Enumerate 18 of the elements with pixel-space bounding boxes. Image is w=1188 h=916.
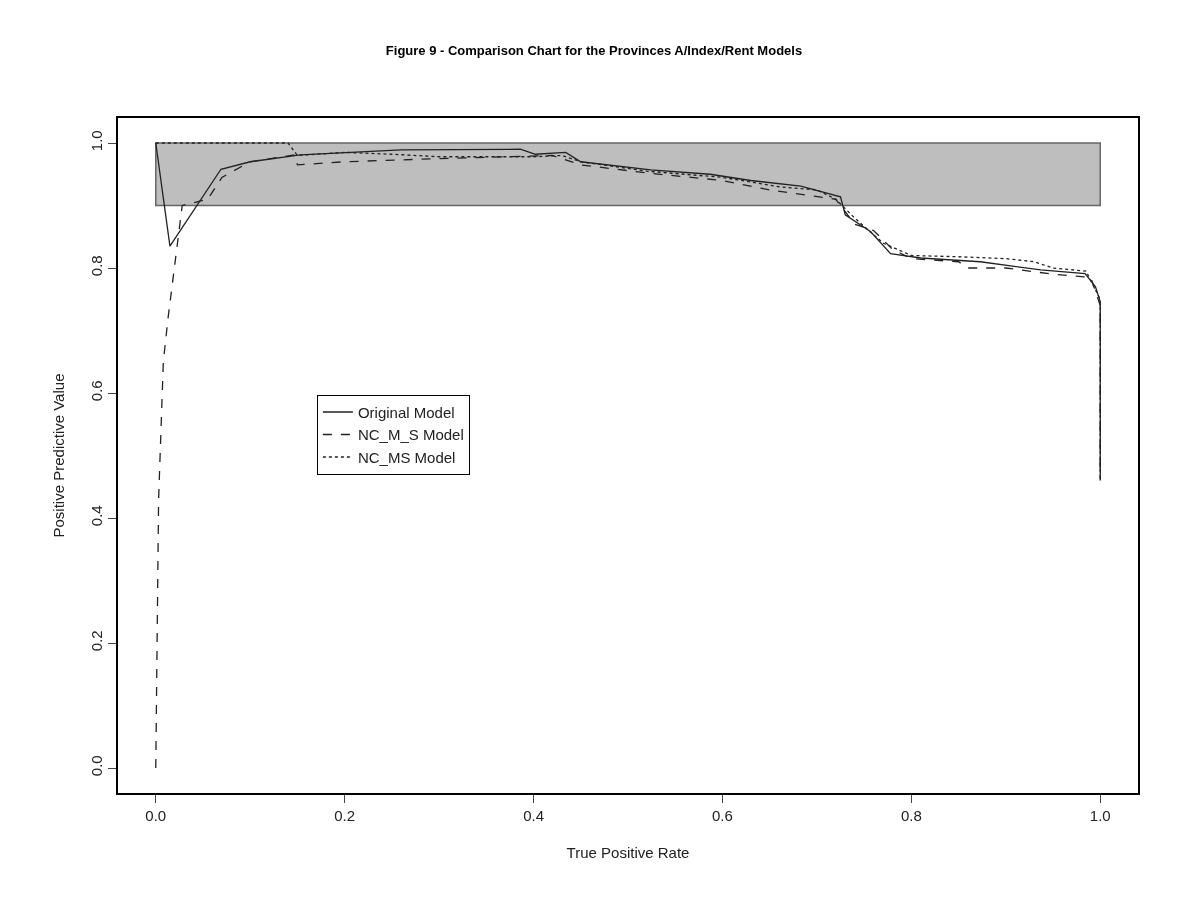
x-tick-label: 0.6 [712,806,733,824]
x-tick-label: 1.0 [1089,806,1111,824]
legend-label: NC_MS Model [357,448,456,466]
y-tick-label: 0.2 [88,630,106,652]
x-tick-label: 0.0 [145,806,167,824]
y-tick-label: 1.0 [88,130,106,152]
x-tick-label: 0.8 [900,806,922,824]
legend-label: Original Model [357,403,455,421]
x-axis-title: True Positive Rate [566,844,690,862]
y-tick-label: 0.8 [88,255,106,277]
x-tick-label: 0.2 [334,806,356,824]
x-tick-label: 0.4 [523,806,544,824]
legend-label: NC_M_S Model [357,426,464,444]
y-tick-label: 0.6 [88,380,106,402]
y-axis-title: Positive Predictive Value [50,373,67,538]
chart-title: Figure 9 - Comparison Chart for the Provinces A/Index/Rent Models [385,42,803,58]
y-tick-label: 0.0 [88,755,106,777]
y-tick-label: 0.4 [88,505,106,527]
